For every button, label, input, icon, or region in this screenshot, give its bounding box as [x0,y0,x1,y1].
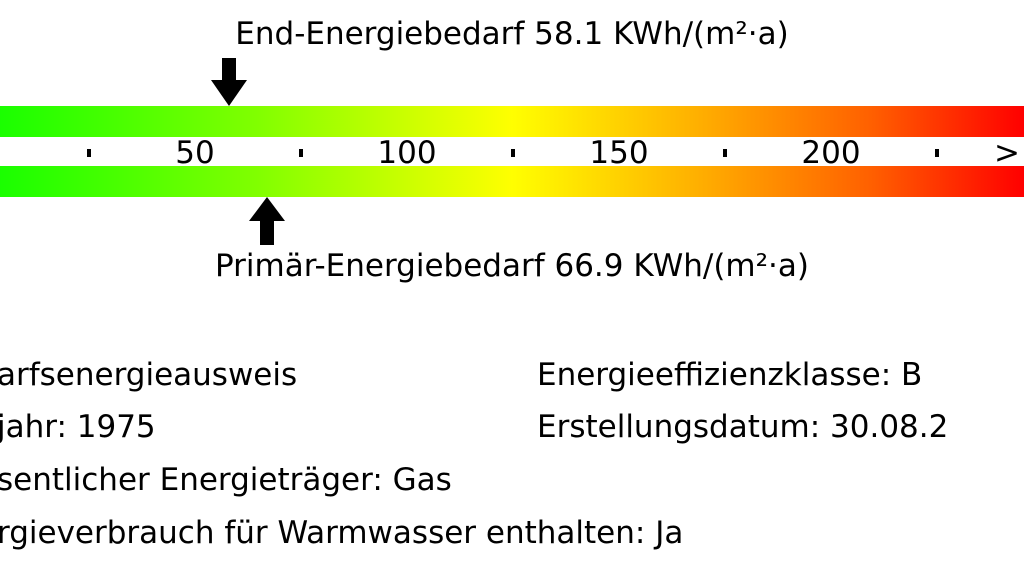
tick-dot [723,149,727,157]
construction-year: jahr: 1975 [0,409,156,445]
creation-date: Erstellungsdatum: 30.08.2 [537,409,949,445]
primary-energy-scale-bar [0,166,1024,197]
tick-label: 200 [801,135,861,171]
tick-dot [511,149,515,157]
energy-carrier: sentlicher Energieträger: Gas [0,462,452,498]
tick-dot [87,149,91,157]
hot-water-included: rgieverbrauch für Warmwasser enthalten: … [0,515,684,551]
end-energy-label: End-Energiebedarf 58.1 KWh/(m²·a) [235,16,789,52]
end-energy-scale-bar [0,106,1024,137]
certificate-type: arfsenergieausweis [0,357,298,393]
overflow-label: > [994,135,1020,171]
tick-label: 150 [589,135,649,171]
efficiency-class: Energieeffizienzklasse: B [537,357,923,393]
tick-dot [299,149,303,157]
tick-dot [935,149,939,157]
primary-energy-label: Primär-Energiebedarf 66.9 KWh/(m²·a) [215,248,809,284]
tick-label: 50 [175,135,215,171]
end-energy-arrow [211,58,248,106]
tick-label: 100 [377,135,437,171]
primary-energy-arrow [248,197,285,245]
